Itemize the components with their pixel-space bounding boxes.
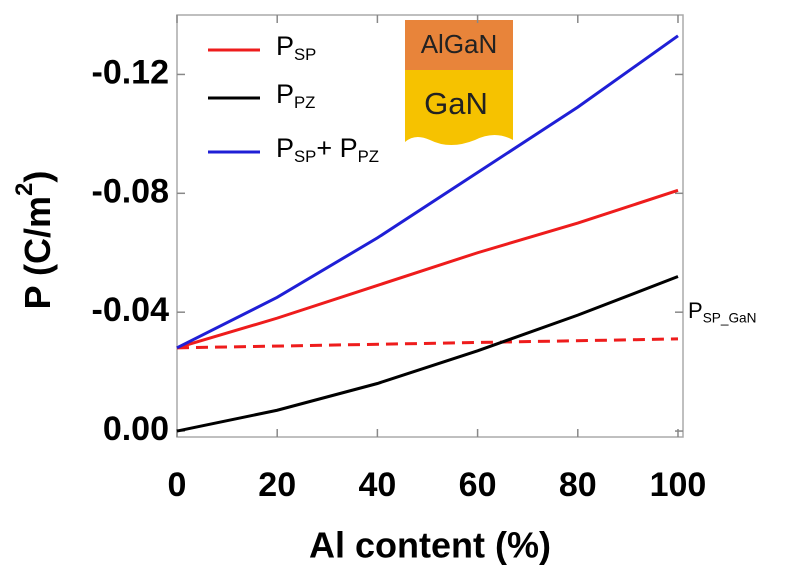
y-tick-label: -0.04 — [92, 291, 170, 329]
inset-label: GaN — [424, 86, 488, 121]
y-tick-label: 0.00 — [103, 410, 169, 448]
series-line — [177, 277, 678, 432]
x-tick-label: 0 — [168, 466, 187, 504]
x-tick-label: 60 — [459, 466, 497, 504]
series-line — [177, 190, 678, 348]
legend-label: PSP — [276, 31, 316, 64]
x-tick-label: 20 — [258, 466, 296, 504]
y-tick-label: -0.12 — [92, 53, 170, 91]
chart: AlGaN GaN Al content (%) P (C/m2) 0.00 -0… — [0, 0, 785, 567]
y-axis-label: P (C/m2) — [11, 171, 57, 310]
inset-label: AlGaN — [421, 29, 498, 59]
reference-label: PSP_GaN — [688, 298, 756, 325]
x-tick-label: 80 — [559, 466, 597, 504]
legend-label: PPZ — [276, 79, 315, 112]
legend-label: PSP+ PPZ — [276, 133, 379, 166]
reference-line — [177, 339, 678, 348]
x-tick-label: 100 — [650, 466, 707, 504]
x-axis-label: Al content (%) — [309, 525, 551, 566]
x-tick-label: 40 — [358, 466, 396, 504]
y-tick-label: -0.08 — [92, 172, 170, 210]
